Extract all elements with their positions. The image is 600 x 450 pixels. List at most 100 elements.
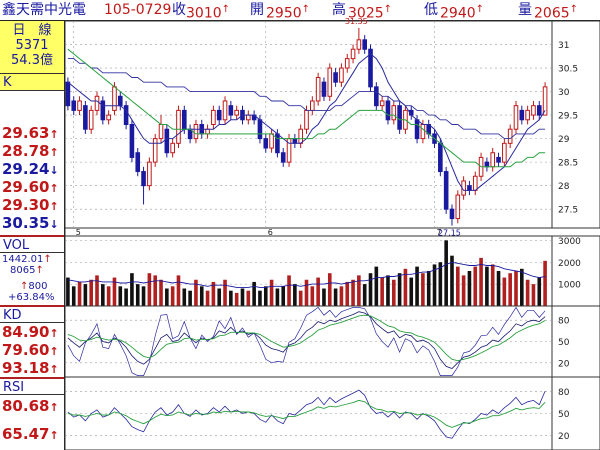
candle-body <box>77 100 82 111</box>
volume-bar <box>455 266 460 306</box>
candle-body <box>141 171 146 187</box>
candle-body <box>181 109 187 130</box>
volume-bar <box>205 290 210 306</box>
price-frame <box>64 20 600 229</box>
up-arrow-icon: ↑ <box>221 4 231 15</box>
volume-bar <box>362 284 367 306</box>
ma-value-6: 30.35↓ <box>2 214 59 232</box>
rsi-tag[interactable]: RSI <box>0 377 64 395</box>
kd-tag[interactable]: KD <box>0 305 64 323</box>
volume-bar <box>450 255 454 306</box>
volume-bar <box>520 268 524 306</box>
volume-bar <box>409 277 414 306</box>
low-value: 2940↑ <box>440 4 485 22</box>
candle-body <box>368 48 373 88</box>
up-arrow-icon: ↑ <box>43 254 52 265</box>
candle-body <box>263 138 269 149</box>
volume-bar <box>537 277 542 306</box>
volume-bar <box>333 288 338 306</box>
ma-value-2: 28.78↑ <box>2 142 59 160</box>
rsi-short-line <box>67 389 546 439</box>
candle-body <box>455 194 461 220</box>
volume-bar <box>188 290 192 306</box>
price-tick-label: 30.5 <box>558 65 578 75</box>
candle-body <box>112 86 117 111</box>
candle-body <box>333 72 338 83</box>
candle-body <box>507 128 513 144</box>
volume-bar <box>514 271 518 306</box>
volume-bar <box>432 264 437 306</box>
volume-bar <box>421 273 425 306</box>
volume-bar <box>485 266 489 306</box>
volume-bar <box>287 275 291 306</box>
up-arrow-icon: ↑ <box>35 265 44 276</box>
candle-body <box>449 208 455 220</box>
close-label: 收 <box>172 2 186 18</box>
kd-d-line <box>67 314 546 362</box>
volume-bar <box>258 290 262 306</box>
quote-date: 105-0729 <box>104 2 172 18</box>
volume-bar <box>124 288 128 306</box>
volume-bar <box>223 279 227 306</box>
volume-value: 2065↑ <box>534 4 579 22</box>
volume-bar <box>95 275 99 306</box>
candle-body <box>502 142 507 163</box>
volume-bar <box>461 275 466 306</box>
candle-body <box>100 100 106 121</box>
volume-bar <box>182 288 187 306</box>
candle-body <box>321 81 327 97</box>
up-arrow-icon: ↑ <box>49 327 59 340</box>
volume-bar <box>322 288 326 306</box>
up-arrow-icon: ↑ <box>475 4 485 15</box>
volume-bar <box>357 275 361 306</box>
kd-j-line <box>67 306 546 376</box>
vol-tag[interactable]: VOL <box>0 235 64 253</box>
volume-bar <box>531 284 536 306</box>
kd-tick-label: 20 <box>558 359 570 369</box>
vol-value-4: +63.84% <box>8 292 55 303</box>
candle-body <box>193 124 199 140</box>
price-annotation: 27.15 <box>438 229 461 238</box>
candle-body <box>65 81 71 107</box>
up-arrow-icon: ↑ <box>49 128 59 141</box>
kd-k-line <box>67 311 546 369</box>
k-tag[interactable]: K <box>0 73 64 91</box>
turnover-amount: 54.3億 <box>11 53 53 68</box>
volume-bar <box>508 273 512 306</box>
ma-value-1: 29.63↑ <box>2 124 59 142</box>
vol-value-1: 1442.01↑ <box>2 254 52 265</box>
month-label: 6 <box>268 228 273 237</box>
vol-value-3: ↑800 <box>20 281 48 292</box>
period-label: 日 線 <box>12 23 52 38</box>
candle-body <box>385 100 391 121</box>
candle-body <box>275 133 280 154</box>
volume-bar <box>293 284 297 306</box>
volume-bar <box>415 266 419 306</box>
candle-body <box>374 86 379 107</box>
candle-body <box>356 39 362 50</box>
volume-bar <box>275 288 280 306</box>
vol-value-2: 8065↑ <box>10 265 44 276</box>
volume-bar <box>304 279 309 306</box>
price-tick-label: 29.5 <box>558 112 578 122</box>
candle-body <box>304 109 309 130</box>
close-value: 3010↑ <box>186 4 231 22</box>
volume-bar <box>281 286 286 306</box>
volume-bar <box>234 292 239 306</box>
candle-body <box>106 114 111 121</box>
up-arrow-icon: ↑ <box>49 345 59 358</box>
volume-bar <box>83 284 88 306</box>
volume-bar <box>112 277 117 306</box>
up-arrow-icon: ↑ <box>383 4 393 15</box>
month-label: 7 <box>437 228 442 237</box>
volume-bar <box>89 279 93 306</box>
kd-value-3: 93.18↑ <box>2 359 59 377</box>
rsi-value-1: 80.68↑ <box>2 397 59 415</box>
candle-body <box>170 142 175 154</box>
candle-body <box>147 161 152 187</box>
volume-bar <box>240 288 245 306</box>
candle-body <box>467 185 472 191</box>
price-tick-label: 29 <box>558 135 570 145</box>
high-label: 高 <box>332 2 346 18</box>
